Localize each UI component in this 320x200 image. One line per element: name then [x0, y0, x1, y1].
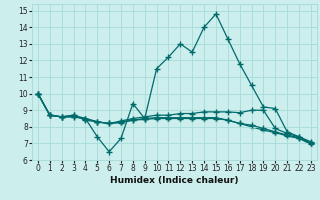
X-axis label: Humidex (Indice chaleur): Humidex (Indice chaleur): [110, 176, 239, 185]
